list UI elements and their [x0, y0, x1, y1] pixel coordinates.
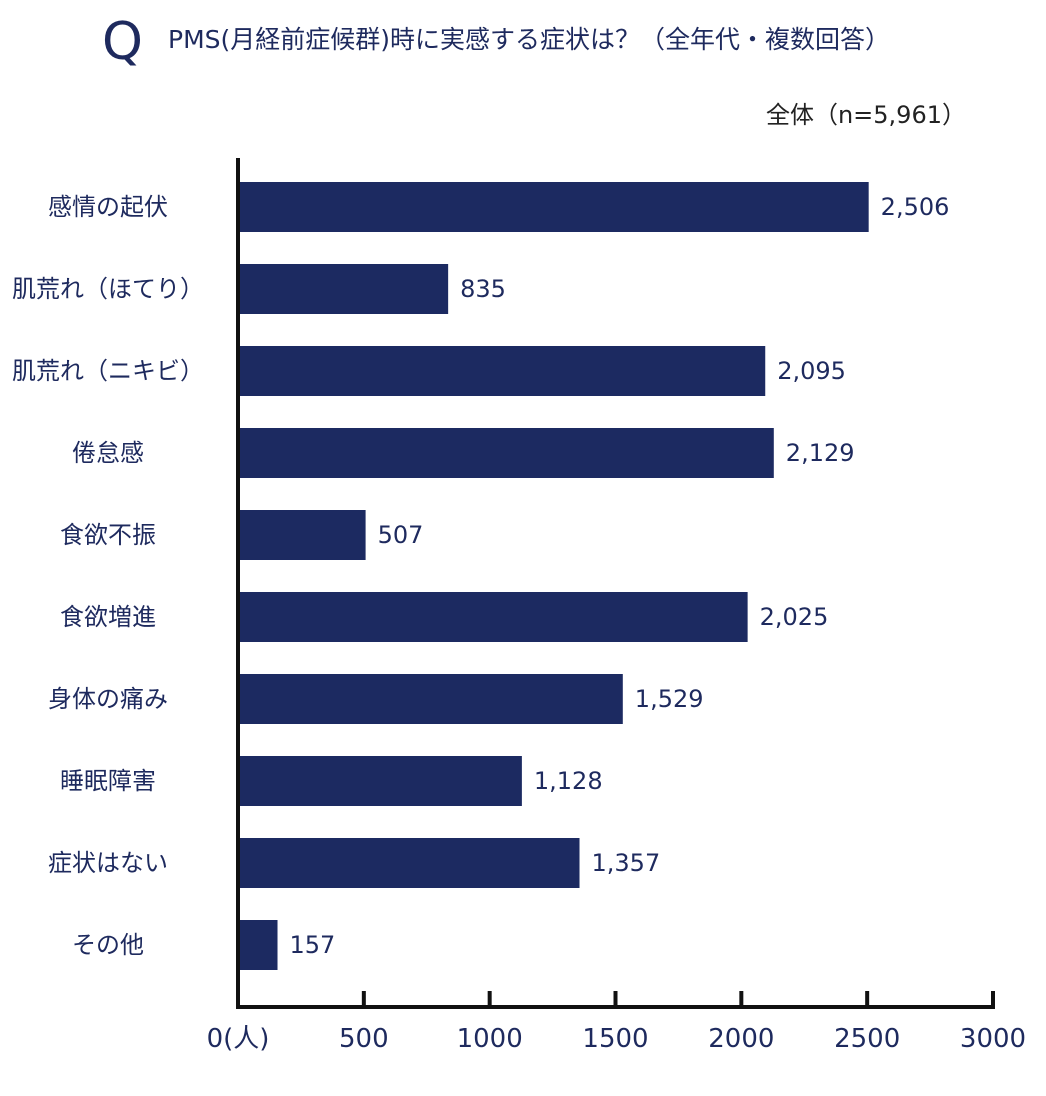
question-marker: Q	[102, 12, 143, 72]
value-label: 2,095	[777, 357, 846, 385]
x-tick-label: 0(人)	[207, 1024, 270, 1054]
value-label: 2,129	[786, 439, 855, 467]
value-label: 2,506	[881, 193, 950, 221]
x-tick-label: 3000	[960, 1024, 1026, 1054]
category-label: 身体の痛み	[48, 685, 168, 713]
x-tick-label: 1500	[582, 1024, 648, 1054]
axes-group	[236, 158, 995, 1009]
bar	[238, 674, 623, 724]
bar	[238, 510, 366, 560]
value-label: 1,529	[635, 685, 704, 713]
x-tick-label: 1000	[457, 1024, 523, 1054]
value-label: 1,128	[534, 767, 603, 795]
value-labels-group: 2,506 835 2,095 2,129 507 2,025 1,529 1,128 1,35…	[290, 193, 950, 959]
bars-group	[238, 182, 869, 970]
value-label: 835	[460, 275, 506, 303]
category-label: 肌荒れ（ほてり）	[12, 275, 204, 303]
bar	[238, 592, 748, 642]
category-label: 食欲不振	[60, 521, 156, 549]
bar	[238, 346, 766, 396]
category-label: 食欲増進	[60, 603, 156, 631]
value-label: 157	[290, 931, 336, 959]
value-label: 2,025	[760, 603, 829, 631]
tick-labels-group: 0(人) 500 1000 1500 2000 2500 3000	[207, 1024, 1027, 1054]
bar	[238, 428, 774, 478]
category-label: 倦怠感	[72, 439, 144, 467]
value-label: 507	[378, 521, 424, 549]
bar	[238, 182, 869, 232]
category-label: 睡眠障害	[60, 767, 156, 795]
bar	[238, 756, 522, 806]
x-tick-label: 500	[339, 1024, 389, 1054]
x-tick-label: 2000	[708, 1024, 774, 1054]
category-label: その他	[72, 931, 144, 959]
x-tick-label: 2500	[834, 1024, 900, 1054]
bar	[238, 838, 580, 888]
sample-size-label: 全体（n=5,961）	[765, 101, 966, 129]
bar	[238, 264, 449, 314]
category-label: 感情の起伏	[48, 193, 168, 221]
category-label: 肌荒れ（ニキビ）	[12, 357, 204, 385]
question-title: PMS(月経前症候群)時に実感する症状は？（全年代・複数回答）	[168, 25, 891, 54]
bar	[238, 920, 278, 970]
value-label: 1,357	[592, 849, 661, 877]
category-label: 症状はない	[48, 849, 168, 877]
